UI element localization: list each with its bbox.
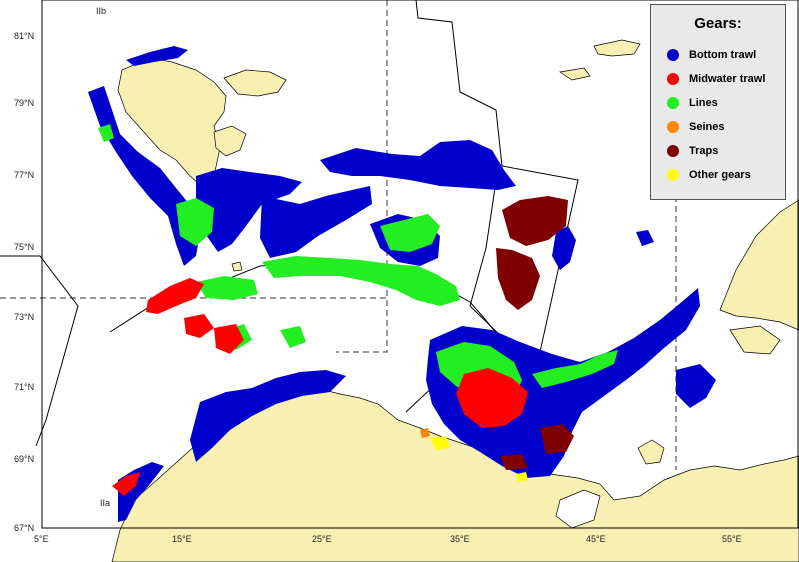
lon-label-55e: 55°E [722,534,742,544]
franz-josef-island-2 [559,67,591,81]
bottom-trawl-russian-zone [426,288,700,478]
lon-label-45e: 45°E [586,534,606,544]
white-sea-water [555,489,601,529]
latitude-labels: 81°N 79°N 77°N 75°N 73°N 71°N 69°N 67°N [14,31,34,533]
other-gears-points [420,428,528,482]
land-masses [111,37,799,562]
lat-label-75: 75°N [14,242,34,252]
legend-item-seines: Seines [667,119,724,135]
grey-zone-top [415,0,579,371]
bottom-trawl-swatch [667,49,679,61]
svalbard-land [117,57,227,189]
legend-title: Gears: [694,15,742,32]
lines-east [532,350,618,388]
traps-coast [500,454,528,470]
bottom-trawl-hopen [320,140,516,190]
bottom-trawl-far-east [636,230,654,246]
lat-label-73: 73°N [14,312,34,322]
edgeoya-land [213,125,247,157]
midwater-russian [456,368,528,428]
bottom-trawl-svalbard-north [126,46,188,66]
midwater-bear-island [146,278,204,314]
lat-label-71: 71°N [14,382,34,392]
lines-north [380,214,440,252]
lines-swatch [667,97,679,109]
legend-label: Lines [689,97,718,109]
lat-label-81: 81°N [14,31,34,41]
lon-label-35e: 35°E [450,534,470,544]
kolguev-land [637,439,665,465]
vaygach-land [729,325,781,355]
traps-points [496,196,574,470]
lon-label-5e: 5°E [34,534,49,544]
midwater-patch-a [184,314,214,338]
zone-label-iia: IIa [100,498,110,508]
gear-legend: Gears: Bottom trawl Midwater trawl Lines… [650,4,786,200]
legend-item-traps: Traps [667,143,718,159]
lat-label-69: 69°N [14,454,34,464]
midwater-trawl-swatch [667,73,679,85]
boundary-30e [336,0,388,353]
lon-label-25e: 25°E [312,534,332,544]
bottom-trawl-goose [552,226,576,270]
other-gears-swatch [667,169,679,181]
line-sw [0,255,79,447]
seines-coast [420,428,430,438]
lines-central [262,256,460,306]
seines-swatch [667,121,679,133]
nordaustlandet-land [223,69,287,97]
franz-josef-land [593,39,641,57]
longitude-labels: 5°E 15°E 25°E 35°E 45°E 55°E [34,534,742,544]
bjornoya-land [231,261,243,272]
lines-svalbard-west [98,124,114,142]
legend-item-lines: Lines [667,95,718,111]
midwater-trawl-points [112,278,528,496]
midwater-west-coast [112,472,140,496]
legend-label: Seines [689,121,725,133]
bottom-trawl-bear-island [260,186,372,258]
legend-item-other-gears: Other gears [667,167,751,183]
lines-svalbard-south [176,198,214,246]
midwater-patch-b [214,324,244,354]
legend-label: Traps [689,145,719,157]
legend-item-bottom-trawl: Bottom trawl [667,47,756,63]
zone-label-iib: IIb [96,6,106,16]
traps-south [540,424,574,454]
traps-spread [496,248,540,310]
map-frame [41,0,799,529]
lines-bear-island [196,276,258,300]
legend-label: Other gears [689,169,751,181]
bottom-trawl-svalbard-east [196,168,302,252]
legend-label: Bottom trawl [689,49,757,61]
legend-item-midwater-trawl: Midwater trawl [667,71,765,87]
lines-patch-73b [280,326,306,348]
lat-label-77: 77°N [14,170,34,180]
bottom-trawl-east-patch [676,364,716,408]
legend-label: Midwater trawl [689,73,766,85]
other-gears-east [516,472,528,482]
lat-label-67: 67°N [14,523,34,533]
traps-main [502,196,568,246]
other-gears-coast [430,436,450,450]
novaya-zemlya-land [719,199,799,331]
lat-label-79: 79°N [14,98,34,108]
traps-swatch [667,145,679,157]
bottom-trawl-svalbard-west [88,86,200,266]
lon-label-15e: 15°E [172,534,192,544]
bottom-trawl-nordkapp [190,370,346,462]
